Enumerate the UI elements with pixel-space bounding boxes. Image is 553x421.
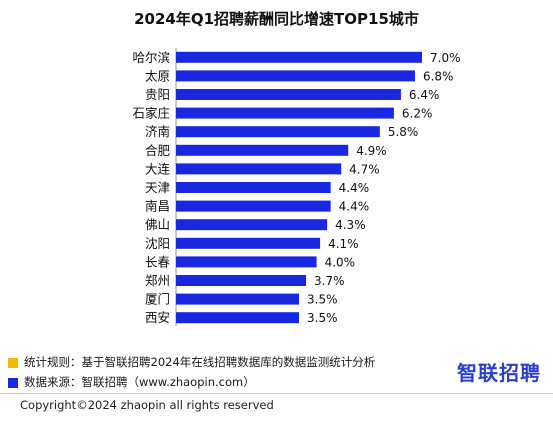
category-label: 大连 xyxy=(145,161,171,176)
value-label: 4.0% xyxy=(325,255,356,269)
value-label: 4.4% xyxy=(339,200,370,214)
category-label: 贵阳 xyxy=(145,87,170,102)
category-label: 济南 xyxy=(145,124,170,139)
value-label: 4.4% xyxy=(339,181,370,195)
bar xyxy=(176,256,317,268)
copyright-text: Copyright©2024 zhaopin all rights reserv… xyxy=(20,398,274,412)
bar xyxy=(176,144,349,156)
category-label: 长春 xyxy=(145,254,171,269)
value-label: 3.5% xyxy=(307,311,338,325)
bar xyxy=(176,182,331,193)
bar xyxy=(176,70,415,82)
value-label: 7.0% xyxy=(430,51,461,65)
value-label: 6.4% xyxy=(409,88,440,102)
bar xyxy=(176,275,307,286)
rule-square-icon xyxy=(8,357,18,368)
rule-note: 统计规则：基于智联招聘2024年在线招聘数据库的数据监测统计分析 xyxy=(8,352,548,372)
bar xyxy=(176,237,321,249)
value-label: 3.7% xyxy=(314,274,345,288)
value-label: 6.8% xyxy=(423,69,454,83)
value-label: 4.3% xyxy=(335,218,366,232)
category-label: 佛山 xyxy=(145,217,170,232)
bar xyxy=(176,126,380,138)
value-label: 4.9% xyxy=(356,144,387,158)
bar xyxy=(176,51,422,63)
category-label: 石家庄 xyxy=(132,106,170,121)
bar-chart: 哈尔滨 7.0% 太原 6.8% 贵阳 6.4% 石家庄 6.2% 济南 5.8% 合肥 4.9% 大连… xyxy=(132,48,461,326)
category-label: 哈尔滨 xyxy=(132,50,170,65)
bar xyxy=(176,293,299,305)
source-square-icon xyxy=(8,377,18,388)
value-label: 4.1% xyxy=(328,237,359,251)
category-label: 合肥 xyxy=(145,143,171,158)
value-label: 5.8% xyxy=(388,125,419,139)
category-label: 厦门 xyxy=(145,292,170,307)
brand-logo: 智联招聘 xyxy=(457,361,541,385)
category-label: 南昌 xyxy=(145,199,170,214)
category-label: 郑州 xyxy=(145,273,170,288)
source-note: 数据来源：智联招聘（www.zhaopin.com） xyxy=(8,372,548,392)
category-label: 天津 xyxy=(145,180,170,195)
category-label: 西安 xyxy=(145,310,170,325)
bar xyxy=(176,219,328,231)
rule-text: 统计规则：基于智联招聘2024年在线招聘数据库的数据监测统计分析 xyxy=(24,355,376,369)
bar xyxy=(176,163,342,175)
bar xyxy=(176,89,401,100)
value-label: 6.2% xyxy=(402,107,433,121)
source-text: 数据来源：智联招聘（www.zhaopin.com） xyxy=(24,375,255,389)
bar xyxy=(176,312,299,324)
value-label: 3.5% xyxy=(307,293,338,307)
chart-title: 2024年Q1招聘薪酬同比增速TOP15城市 xyxy=(134,10,419,28)
legend: 统计规则：基于智联招聘2024年在线招聘数据库的数据监测统计分析 数据来源：智联… xyxy=(8,352,548,392)
category-label: 太原 xyxy=(145,68,170,83)
category-label: 沈阳 xyxy=(145,236,170,251)
divider xyxy=(0,393,553,394)
bar xyxy=(176,107,394,119)
bar xyxy=(176,200,331,212)
value-label: 4.7% xyxy=(349,162,380,176)
